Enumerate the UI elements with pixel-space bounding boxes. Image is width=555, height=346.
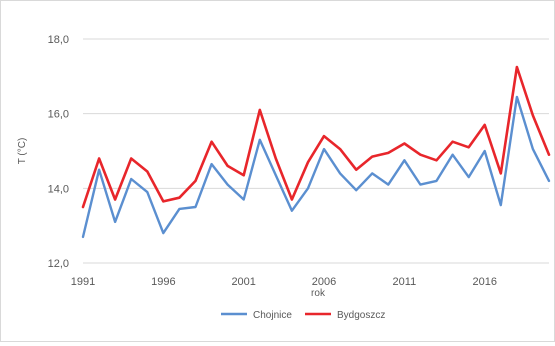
series-line-chojnice <box>81 95 551 239</box>
series-lines <box>81 65 551 239</box>
x-tick-label: 1991 <box>71 276 95 288</box>
y-tick-label: 14,0 <box>48 183 69 195</box>
x-axis-title: rok <box>311 288 326 299</box>
legend-label-bydgoszcz: Bydgoszcz <box>337 310 385 321</box>
line-chart: 12,0 14,0 16,0 18,0 1991 1996 2001 2006 2011 201… <box>17 34 551 321</box>
x-tick-label: 2006 <box>312 276 336 288</box>
gridlines <box>83 38 549 264</box>
series-line-bydgoszcz <box>81 65 551 209</box>
x-tick-label: 2011 <box>393 276 417 288</box>
x-tick-label: 2001 <box>231 276 255 288</box>
x-tick-label: 2016 <box>472 276 496 288</box>
y-tick-label: 16,0 <box>48 109 69 121</box>
y-tick-labels: 12,0 14,0 16,0 18,0 <box>48 34 69 270</box>
legend-label-chojnice: Chojnice <box>253 310 292 321</box>
y-tick-label: 18,0 <box>48 34 69 46</box>
x-tick-label: 1996 <box>151 276 175 288</box>
legend: Chojnice Bydgoszcz <box>221 310 385 321</box>
y-axis-title: T (°C) <box>17 138 28 165</box>
y-tick-label: 12,0 <box>48 258 69 270</box>
x-tick-labels: 1991 1996 2001 2006 2011 2016 <box>71 276 497 288</box>
